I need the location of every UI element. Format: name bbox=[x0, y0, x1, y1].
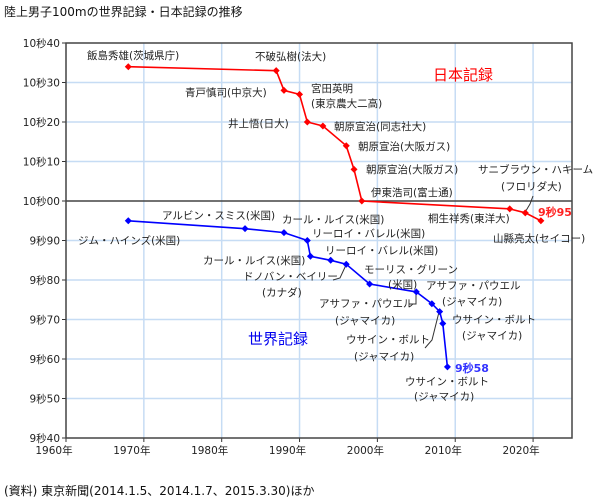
data-point bbox=[412, 288, 420, 296]
x-tick-label: 1960年 bbox=[35, 444, 72, 457]
data-point bbox=[280, 229, 288, 237]
end-label-japan: 9秒95 bbox=[538, 205, 572, 219]
y-tick-label: 10秒30 bbox=[23, 77, 60, 90]
data-point bbox=[327, 256, 335, 264]
point-label: カール・ルイス(米国) bbox=[203, 254, 305, 267]
source-note: (資料) 東京新聞(2014.1.5、2014.1.7、2015.3.30)ほか bbox=[4, 483, 315, 498]
data-point bbox=[241, 225, 249, 233]
data-point bbox=[350, 165, 358, 173]
point-label: 青戸慎司(中京大) bbox=[185, 86, 267, 99]
point-label: モーリス・グリーン bbox=[364, 263, 458, 276]
legend-world-record: 世界記録 bbox=[248, 330, 308, 348]
point-label: ジム・ハインズ(米国) bbox=[78, 234, 180, 247]
x-tick-label: 1990年 bbox=[269, 444, 306, 457]
point-label: 朝原宣治(同志社大) bbox=[334, 120, 426, 133]
y-tick-label: 10秒20 bbox=[23, 116, 60, 129]
series-world-record bbox=[124, 217, 451, 371]
x-tick-label: 2010年 bbox=[425, 444, 462, 457]
data-point bbox=[428, 300, 436, 308]
data-point bbox=[342, 260, 350, 268]
point-label: 飯島秀雄(茨城県庁) bbox=[87, 49, 179, 62]
leader-line bbox=[332, 264, 347, 281]
point-label: サニブラウン・ハキーム bbox=[478, 163, 593, 176]
y-tick-label: 9秒40 bbox=[29, 432, 60, 445]
point-label: (カナダ) bbox=[262, 286, 302, 299]
point-label: 井上悟(日大) bbox=[228, 117, 289, 130]
x-tick-label: 1980年 bbox=[191, 444, 228, 457]
y-tick-label: 9秒80 bbox=[29, 274, 60, 287]
point-label: ウサイン・ボルト bbox=[346, 334, 430, 346]
y-tick-label: 9秒70 bbox=[29, 314, 60, 327]
data-point bbox=[124, 63, 132, 71]
grid bbox=[66, 43, 572, 438]
leader-line bbox=[424, 311, 440, 349]
y-tick-label: 10秒10 bbox=[23, 156, 60, 169]
data-point bbox=[436, 308, 444, 316]
y-tick-label: 9秒60 bbox=[29, 353, 60, 366]
point-label: 伊東浩司(富士通) bbox=[371, 186, 453, 199]
legend-japan-record: 日本記録 bbox=[433, 66, 493, 84]
point-label: (東京農大二高) bbox=[311, 97, 382, 110]
data-point bbox=[439, 319, 447, 327]
point-label: 朝原宣治(大阪ガス) bbox=[358, 140, 450, 153]
data-point bbox=[124, 217, 132, 225]
end-label-world: 9秒58 bbox=[455, 361, 489, 375]
point-label: カール・ルイス(米国) bbox=[282, 213, 384, 226]
chart-title: 陸上男子100mの世界記録・日本記録の推移 bbox=[4, 4, 243, 19]
point-label: (ジャマイカ) bbox=[354, 351, 414, 363]
point-label: ウサイン・ボルト bbox=[452, 314, 536, 326]
data-point bbox=[537, 217, 545, 225]
point-label: アサファ・パウエル bbox=[319, 298, 414, 310]
series-japan-record bbox=[124, 63, 545, 225]
data-point bbox=[303, 118, 311, 126]
data-point bbox=[366, 280, 374, 288]
point-label: (米国) bbox=[388, 278, 417, 291]
point-label: リーロイ・バレル(米国) bbox=[312, 227, 425, 240]
data-point bbox=[358, 197, 366, 205]
data-point bbox=[306, 252, 314, 260]
y-tick-label: 9秒50 bbox=[29, 393, 60, 406]
x-tick-label: 1970年 bbox=[113, 444, 150, 457]
y-tick-label: 10秒00 bbox=[23, 195, 60, 208]
data-point bbox=[443, 363, 451, 371]
point-label: リーロイ・バレル(米国) bbox=[325, 244, 438, 257]
point-label: アサファ・パウエル bbox=[426, 280, 521, 292]
point-label: ドノバン・ベイリー bbox=[243, 271, 338, 283]
point-label: 桐生祥秀(東洋大) bbox=[428, 212, 510, 225]
point-label: 不破弘樹(法大) bbox=[255, 50, 326, 63]
x-tick-label: 2020年 bbox=[502, 444, 539, 457]
point-label: (フロリダ大) bbox=[501, 180, 562, 193]
data-point bbox=[521, 209, 529, 217]
point-label: 山縣亮太(セイコー) bbox=[493, 232, 585, 245]
plot-frame bbox=[65, 42, 573, 439]
tick-labels: 1960年 1970年 1980年 1990年 2000年 2010年 2020年 10秒40… bbox=[23, 37, 540, 457]
data-point bbox=[319, 122, 327, 130]
point-label: (ジャマイカ) bbox=[462, 330, 522, 342]
leader-line bbox=[409, 292, 417, 305]
data-point bbox=[272, 67, 280, 75]
data-point bbox=[296, 90, 304, 98]
point-label: ウサイン・ボルト bbox=[405, 376, 489, 388]
point-label: (ジャマイカ) bbox=[335, 315, 395, 327]
y-tick-label: 9秒90 bbox=[29, 235, 60, 248]
data-point bbox=[280, 86, 288, 94]
point-label: 朝原宣治(大阪ガス) bbox=[366, 163, 458, 176]
x-tick-label: 2000年 bbox=[347, 444, 384, 457]
point-label: アルビン・スミス(米国) bbox=[162, 209, 275, 222]
data-point bbox=[506, 205, 514, 213]
y-tick-label: 10秒40 bbox=[23, 37, 60, 50]
point-label: (ジャマイカ) bbox=[414, 391, 474, 403]
point-label: 宮田英明 bbox=[311, 82, 353, 95]
data-point bbox=[342, 142, 350, 150]
point-label: (ジャマイカ) bbox=[442, 296, 502, 308]
data-point bbox=[303, 237, 311, 244]
axes bbox=[62, 42, 573, 442]
